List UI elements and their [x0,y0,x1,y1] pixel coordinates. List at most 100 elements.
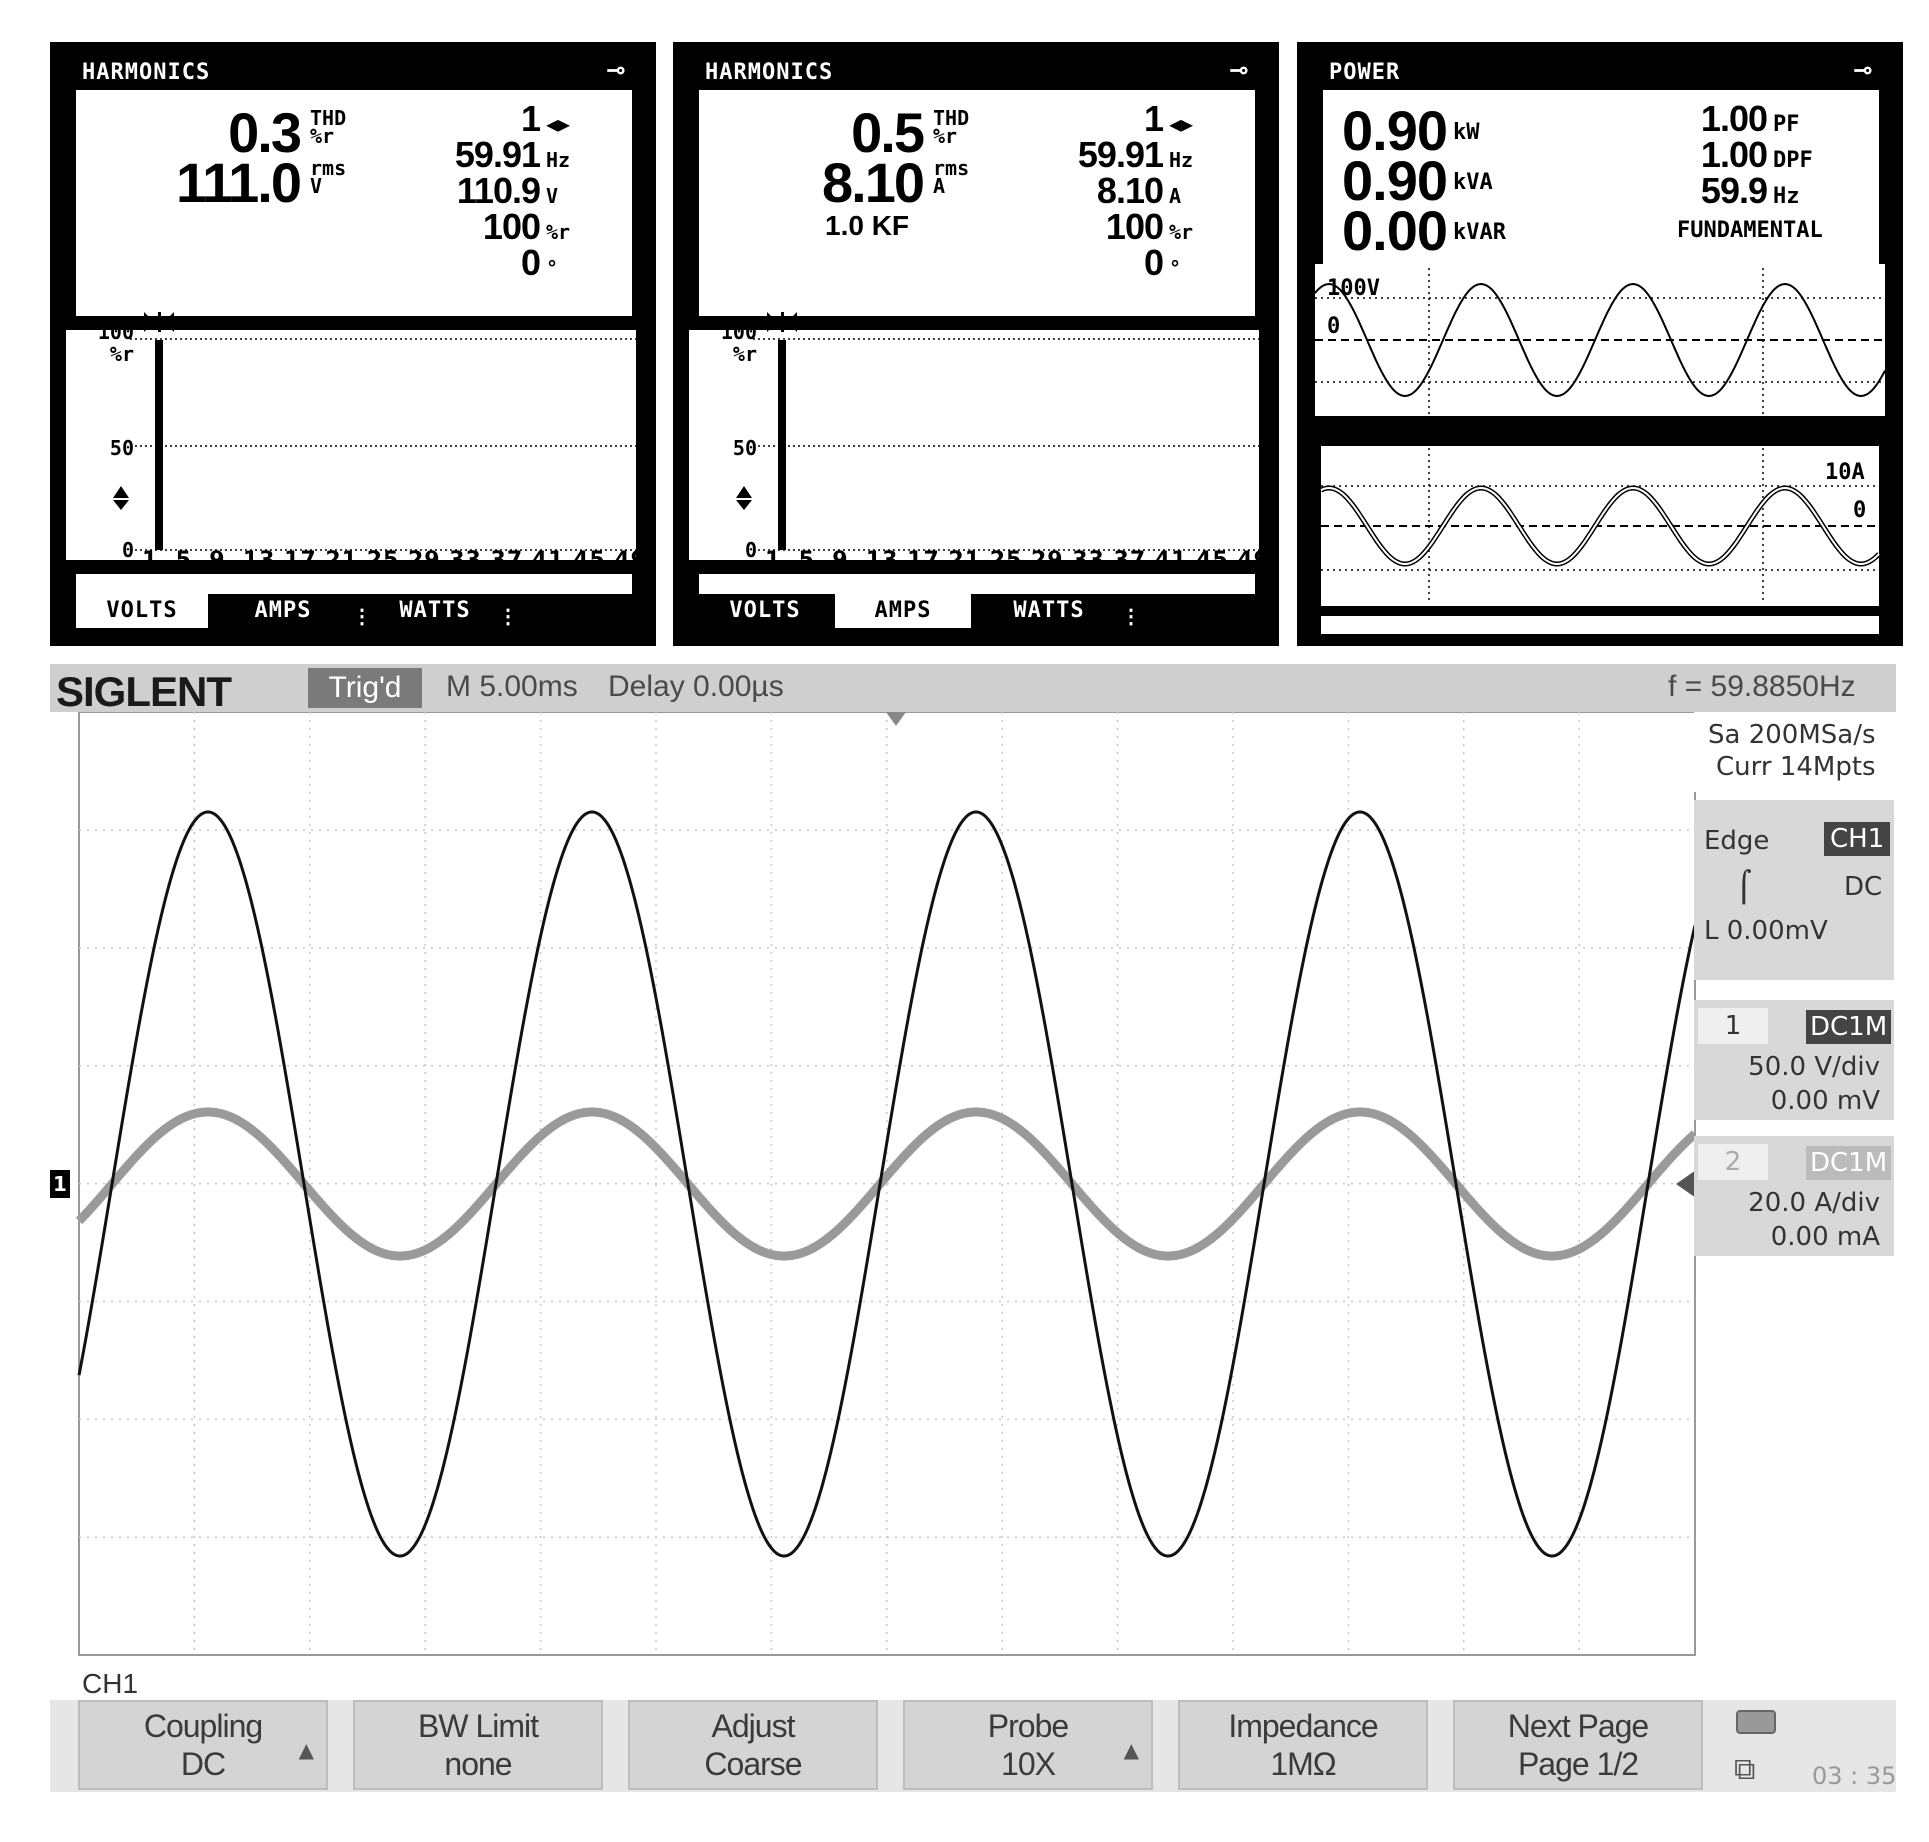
thd-value: 0.5 [851,101,925,164]
current-zero: 0 [1853,498,1867,523]
acquisition-info: Sa 200MSa/s Curr 14Mpts [1694,712,1894,792]
readout-value: 59.91 [454,134,541,175]
readout-area [76,90,632,316]
softkey-value: 10X [1001,1746,1056,1782]
softkey-value: 1MΩ [1270,1746,1336,1782]
readout-value: 59.91 [1077,134,1164,175]
softkey-next-page[interactable]: Next Page Page 1/2 [1453,1700,1703,1790]
readout-unit: Hz [1773,184,1800,209]
softkey-probe[interactable]: Probe 10X ▲ [903,1700,1153,1790]
power-panel: POWER ⊸ 0.90 kW 0.90 kVA 0.00 kVAR 1.00 PF 1.00… [1297,42,1903,646]
fundamental-bar [778,340,786,550]
readout-value: 8.10 [1096,170,1164,211]
readout-value: 0.90 [1342,99,1448,162]
scope-status-bar: SIGLENT Trig'd M 5.00ms Delay 0.00µs f =… [50,664,1896,715]
readout-unit: %r [1169,220,1194,244]
trigger-position-icon [886,712,906,726]
rms-value: 8.10 [822,151,925,214]
harmonic-number-axis: 1 5 9 13 17 21 25 29 33 37 41 45 49 [142,548,647,573]
ch1-ground-marker[interactable]: 1 [50,1170,70,1198]
cursor-right-icon [164,312,174,332]
tab-amps[interactable]: AMPS [835,594,971,628]
tab-separator: ⋮ [1121,604,1141,628]
ch2-trace [75,1107,1696,1261]
softkey-value: none [444,1746,512,1782]
readout-unit: ° [546,256,559,280]
menu-title-bar: CH1 [50,1668,1896,1700]
readout-value: 100 [1105,206,1164,247]
thd-label: THD [933,106,970,130]
tab-watts[interactable]: WATTS [399,598,471,623]
readout-value: 1.00 [1700,98,1768,139]
readout-value: 0.90 [1342,149,1448,212]
menu-title: CH1 [82,1668,139,1699]
readout-unit: ◀▶ [1169,112,1194,136]
up-arrow-icon: ▲ [298,1738,314,1762]
tab-strip [76,574,632,594]
rms-unit: A [933,174,946,198]
rising-edge-icon: ⌠ [1736,870,1752,905]
softkey-value: Page 1/2 [1517,1746,1639,1782]
brand-logo: SIGLENT [56,668,232,715]
voltage-scale: 100V [1327,276,1380,301]
y-label-unit: %r [109,342,134,366]
trigger-info[interactable]: Edge CH1 ⌠ DC L 0.00mV [1694,800,1894,980]
softkey-adjust[interactable]: Adjust Coarse [628,1700,878,1790]
y-label-0: 0 [121,538,134,562]
ch1-trace [77,810,1696,1558]
trigger-coupling: DC [1844,872,1883,902]
waveform-display[interactable] [50,712,1696,1668]
harmonics-bar-graph [66,312,636,560]
y-label-100: 100 [97,320,134,344]
tab-separator: ⋮ [352,604,372,628]
ch1-coupling: DC1M [1806,1010,1892,1044]
tab-volts[interactable]: VOLTS [729,598,801,623]
readout-unit: %r [546,220,571,244]
clock: 03 : 35 [1812,1762,1897,1790]
harmonics-amps-panel: HARMONICS ⊸ 0.5 THD %r 8.10 rms A 1.0 KF… [673,42,1279,646]
tab-volts[interactable]: VOLTS [76,594,208,628]
harmonics-volts-panel: HARMONICS ⊸ 0.3 THD %r 111.0 rms V 1 ◀▶ 59… [50,42,656,646]
readout-value: 0.00 [1342,199,1448,262]
softkey-coupling[interactable]: Coupling DC ▲ [78,1700,328,1790]
thd-value: 0.3 [228,101,302,164]
readout-unit: A [1169,184,1182,208]
tab-watts[interactable]: WATTS [975,594,1123,628]
rms-unit: V [310,174,323,198]
trigger-source: CH1 [1824,822,1891,856]
ch1-info[interactable]: 1 DC1M 50.0 V/div 0.00 mV [1694,1000,1894,1120]
voltage-zero: 0 [1327,314,1341,339]
softkey-label: Coupling [143,1708,263,1744]
softkey-bw-limit[interactable]: BW Limit none [353,1700,603,1790]
tab-amps[interactable]: AMPS [254,598,312,623]
y-label-50: 50 [109,436,134,460]
crest-factor: 1.0 KF [825,210,910,241]
ch2-number: 2 [1698,1144,1768,1180]
ch2-coupling: DC1M [1806,1146,1892,1180]
trigger-delay[interactable]: Delay 0.00µs [608,670,784,703]
softkey-impedance[interactable]: Impedance 1MΩ [1178,1700,1428,1790]
readout-value: 1 [520,98,541,139]
thd-unit: %r [933,124,958,148]
ch1-scale: 50.0 V/div [1748,1052,1880,1082]
readout-value: 0 [1143,242,1164,283]
scroll-up-icon [736,486,752,498]
softkey-label: Probe [987,1708,1069,1744]
readout-value: 0 [520,242,541,283]
timebase[interactable]: M 5.00ms [446,670,578,703]
readout-unit: ° [1169,256,1182,280]
y-label-100: 100 [720,320,757,344]
plug-icon: ⊸ [1852,56,1873,84]
ch2-info[interactable]: 2 DC1M 20.0 A/div 0.00 mA [1694,1136,1894,1256]
readout-unit: V [546,184,559,208]
y-label-unit: %r [732,342,757,366]
cursor-left-icon [144,312,154,332]
softkey-label: Next Page [1507,1708,1649,1744]
readout-value: 1.00 [1700,134,1768,175]
softkey-value: Coarse [704,1746,802,1782]
readout-unit: kVAR [1453,220,1506,245]
plug-icon: ⊸ [1228,56,1249,84]
panel-title: POWER [1329,60,1401,85]
fundamental-label: FUNDAMENTAL [1677,218,1823,243]
sample-rate: Sa 200MSa/s [1708,720,1876,750]
